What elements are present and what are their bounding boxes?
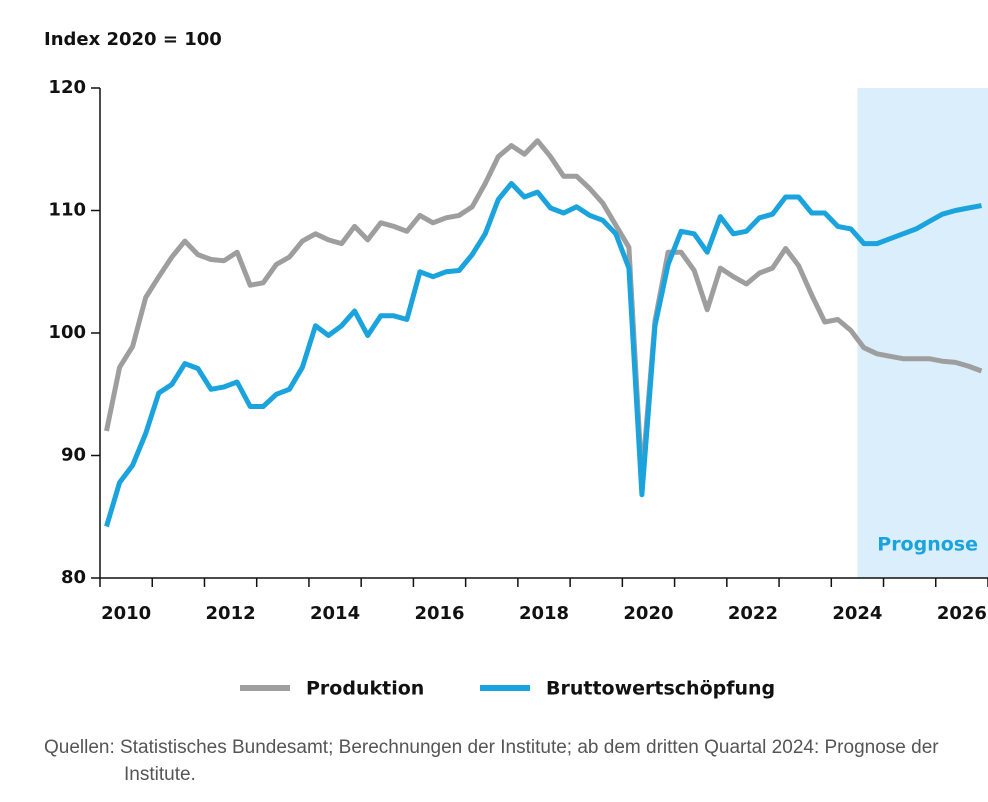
x-tick-label: 2024 — [832, 603, 882, 624]
series-line — [104, 181, 982, 528]
forecast-area — [857, 88, 988, 578]
y-tick-label: 120 — [48, 77, 86, 98]
x-tick-label: 2012 — [206, 603, 256, 624]
x-tick-label: 2026 — [937, 603, 987, 624]
legend-label: Produktion — [306, 678, 424, 700]
series-line — [104, 138, 983, 483]
x-tick-label: 2010 — [101, 603, 151, 624]
x-tick-label: 2020 — [623, 603, 673, 624]
y-axis-label: Index 2020 = 100 — [44, 29, 222, 50]
x-tick-label: 2022 — [728, 603, 778, 624]
forecast-label: Prognose — [877, 534, 978, 556]
y-tick-label: 80 — [61, 567, 86, 588]
x-tick-label: 2014 — [310, 603, 360, 624]
x-tick-label: 2016 — [414, 603, 464, 624]
legend-label: Bruttowertschöpfung — [546, 678, 775, 700]
y-tick-label: 100 — [48, 322, 86, 343]
x-tick-label: 2018 — [519, 603, 569, 624]
chart: Index 2020 = 100 Prognose 80 90 100 110 120 20… — [44, 29, 988, 700]
y-tick-label: 90 — [61, 445, 86, 466]
y-tick-label: 110 — [48, 200, 86, 221]
source-note: Quellen: Statistisches Bundesamt; Berech… — [44, 737, 939, 785]
